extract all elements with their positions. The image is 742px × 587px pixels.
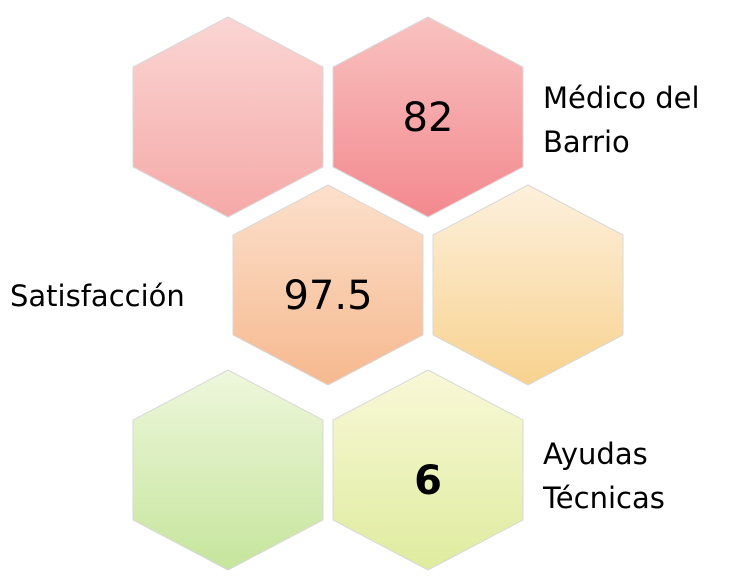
hexagon <box>332 16 524 218</box>
hexagon <box>132 16 324 218</box>
label: Ayudas <box>543 437 648 471</box>
value: 82 <box>403 95 454 141</box>
hexagon <box>232 184 424 386</box>
label: Satisfacción <box>10 279 185 313</box>
hexagon <box>332 369 524 571</box>
hexagon <box>432 184 624 386</box>
hexagon <box>132 369 324 571</box>
label: Técnicas <box>542 481 665 515</box>
label: Barrio <box>543 125 630 159</box>
value: 97.5 <box>283 273 372 319</box>
hexagons <box>132 16 624 571</box>
label: Médico del <box>543 81 700 115</box>
value: 6 <box>414 458 442 504</box>
